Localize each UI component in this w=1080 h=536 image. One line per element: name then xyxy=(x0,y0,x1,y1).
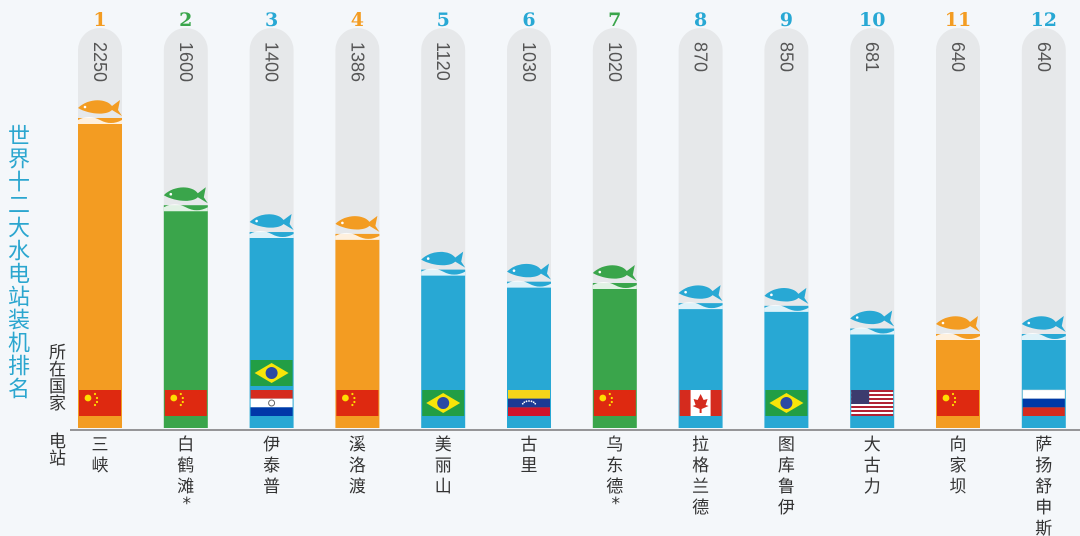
wave-mark xyxy=(678,302,723,310)
station-label: 美丽山 xyxy=(435,435,452,497)
station-axis-label: 电站 xyxy=(45,432,65,466)
rank-label: 6 xyxy=(522,9,535,31)
value-label: 1020 xyxy=(605,42,625,82)
wave-mark xyxy=(421,268,466,276)
rank-label: 1 xyxy=(93,9,106,31)
rank-label: 9 xyxy=(780,9,793,31)
rank-label: 8 xyxy=(694,9,707,31)
chart-title: 世界十二大水电站装机排名 xyxy=(4,124,29,400)
rank-label: 3 xyxy=(265,9,278,31)
value-label: 1386 xyxy=(347,42,367,82)
fish-icon xyxy=(936,316,980,332)
station-label: 乌东德 xyxy=(606,435,623,497)
fish-icon xyxy=(678,285,723,302)
wave-mark xyxy=(335,232,380,240)
bar-group: 6 1030 古里 xyxy=(507,9,551,476)
value-label: 870 xyxy=(691,42,711,72)
bar-group: 5 1120 美丽山 xyxy=(421,9,466,497)
station-label: 拉格兰德 xyxy=(692,435,709,518)
value-label: 640 xyxy=(1034,42,1054,72)
rank-label: 2 xyxy=(179,9,192,31)
fish-icon xyxy=(850,310,895,327)
flag-china-icon xyxy=(336,390,379,416)
wave-mark xyxy=(764,304,809,312)
bar-group: 10 681 大古力 xyxy=(850,9,895,497)
station-label: 溪洛渡 xyxy=(349,435,366,497)
wave-mark xyxy=(507,280,551,288)
value-label: 1400 xyxy=(262,42,282,82)
wave-mark xyxy=(249,231,294,239)
rank-label: 12 xyxy=(1031,9,1057,31)
station-label: 向家坝 xyxy=(950,435,967,497)
value-label: 681 xyxy=(862,42,882,72)
fish-icon xyxy=(249,214,294,231)
fish-icon xyxy=(592,265,637,282)
bar xyxy=(78,118,122,428)
fish-icon xyxy=(78,100,122,116)
bar-group: 12 640 萨扬舒申斯 xyxy=(1021,9,1066,536)
fish-icon xyxy=(335,215,380,232)
station-mark: * xyxy=(612,494,621,514)
wave-mark xyxy=(592,282,637,290)
station-mark: * xyxy=(183,494,192,514)
flag-venezuela-icon xyxy=(508,390,550,399)
value-label: 850 xyxy=(776,42,796,72)
station-label: 图库鲁伊 xyxy=(778,435,795,518)
rank-label: 10 xyxy=(859,9,885,31)
bar-group: 9 850 图库鲁伊 xyxy=(764,9,809,518)
bar-group: 3 1400 伊泰普 xyxy=(249,9,294,497)
bar-group: 1 2250 三峡 xyxy=(78,9,122,476)
wave-mark xyxy=(936,333,980,340)
flag-china-icon xyxy=(937,390,979,416)
rank-label: 7 xyxy=(608,9,621,31)
rank-label: 11 xyxy=(945,9,971,31)
fish-icon xyxy=(764,287,809,304)
station-label: 伊泰普 xyxy=(263,435,280,497)
bar-group: 7 1020 乌东德* xyxy=(592,9,637,514)
flag-china-icon xyxy=(79,390,121,416)
fish-icon xyxy=(421,251,466,268)
fish-icon xyxy=(507,263,551,280)
station-label: 萨扬舒申斯 xyxy=(1035,435,1052,536)
value-label: 2250 xyxy=(90,42,110,82)
bar-group: 8 870 拉格兰德 xyxy=(678,9,723,518)
fish-icon xyxy=(1021,316,1066,332)
bar-group: 2 1600 白鹤滩* xyxy=(163,9,208,514)
wave-mark xyxy=(78,117,122,124)
wave-mark xyxy=(163,204,208,212)
station-label: 大古力 xyxy=(864,435,881,497)
wave-mark xyxy=(1021,333,1066,340)
rank-label: 5 xyxy=(437,9,450,31)
value-label: 640 xyxy=(948,42,968,72)
station-label: 三峡 xyxy=(92,435,109,476)
bar-group: 11 640 向家坝 xyxy=(936,9,980,497)
flag-china-icon xyxy=(164,390,207,416)
station-label: 古里 xyxy=(521,435,538,476)
wave-mark xyxy=(850,327,895,335)
value-label: 1600 xyxy=(176,42,196,82)
flag-russia-icon xyxy=(1022,389,1066,399)
station-label: 白鹤滩 xyxy=(177,435,194,497)
rank-label: 4 xyxy=(351,9,364,31)
flag-china-icon xyxy=(593,390,636,416)
bar-group: 4 1386 溪洛渡 xyxy=(335,9,380,497)
flag-paraguay-icon xyxy=(250,390,293,399)
country-axis-label: 所在国家 xyxy=(45,343,65,411)
value-label: 1030 xyxy=(519,42,539,82)
fish-icon xyxy=(163,187,208,204)
value-label: 1120 xyxy=(433,42,453,81)
